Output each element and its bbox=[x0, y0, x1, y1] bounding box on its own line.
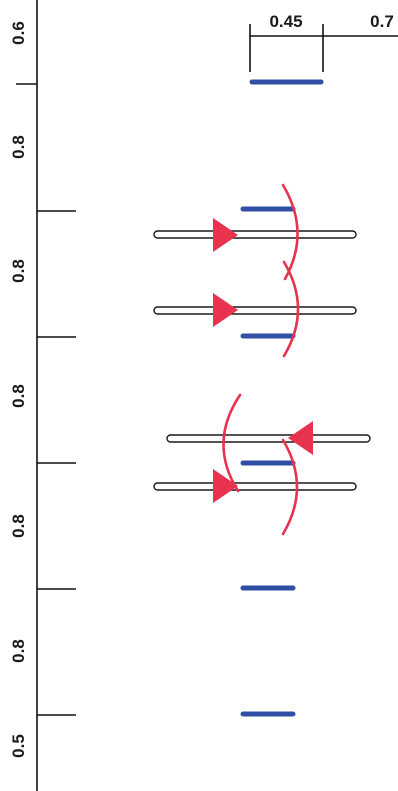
red-arrows bbox=[213, 218, 313, 503]
triangle-arrow-icon bbox=[288, 421, 313, 455]
scale-label-second: 0.7 bbox=[370, 12, 394, 31]
rod bbox=[166, 434, 371, 443]
axis-label-1: 0.6 bbox=[9, 21, 28, 45]
scale-label-first: 0.45 bbox=[269, 12, 302, 31]
rod bbox=[153, 306, 357, 315]
axis-ticks bbox=[16, 83, 76, 716]
axis-label-3: 0.8 bbox=[9, 259, 28, 283]
curved-arc-icon bbox=[282, 260, 300, 358]
red-arcs bbox=[222, 183, 300, 536]
blue-segments bbox=[240, 79, 324, 717]
axis-label-2: 0.8 bbox=[9, 135, 28, 159]
axis-label-5: 0.8 bbox=[9, 514, 28, 538]
axis-label-6: 0.8 bbox=[9, 639, 28, 663]
triangle-arrow-icon bbox=[213, 469, 238, 503]
triangle-arrow-icon bbox=[213, 218, 238, 252]
scale-bracket bbox=[249, 24, 398, 72]
rod bbox=[153, 482, 357, 491]
rods bbox=[153, 230, 371, 491]
curved-arc-icon bbox=[281, 438, 299, 536]
rod bbox=[153, 230, 357, 239]
curved-arc-icon bbox=[281, 183, 299, 281]
triangle-arrow-icon bbox=[213, 293, 238, 327]
curved-arc-icon bbox=[222, 393, 242, 493]
axis-label-7: 0.5 bbox=[9, 734, 28, 758]
axis-label-4: 0.8 bbox=[9, 384, 28, 408]
